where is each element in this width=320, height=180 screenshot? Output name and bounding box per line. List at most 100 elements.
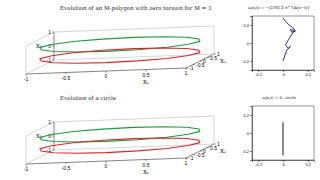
- y-tick: 0.2: [243, 23, 252, 28]
- y-tick-label: -0.2: [242, 59, 250, 64]
- y-tick-label: 1: [217, 51, 220, 57]
- y-tick: [193, 154, 195, 155]
- line: [283, 122, 284, 155]
- box-edge: [26, 46, 27, 74]
- y-tick: [207, 147, 209, 148]
- box-edge: [214, 26, 215, 54]
- z-tick: [52, 122, 54, 123]
- x-axis: -0.2 0 0.2: [253, 160, 315, 167]
- y-tick: [214, 144, 216, 145]
- y-tick: [193, 64, 195, 65]
- y-tick-label: 0: [203, 58, 206, 64]
- title: ω(s,t) = −(2/M) Σ e^{ik(s−t)}: [248, 5, 310, 10]
- z-tick-label: 1: [48, 119, 51, 125]
- y-tick: 0: [247, 41, 252, 46]
- x-tick-label: -0.5: [62, 75, 71, 81]
- figure: -1-0.500.51-1-0.500.51-101X₁X₂X₃Evolutio…: [0, 0, 320, 180]
- z-tick: [52, 150, 54, 151]
- z-tick: [52, 60, 54, 61]
- y-tick: -0.2: [242, 59, 252, 64]
- z-axis-label: X₃: [36, 133, 42, 139]
- plot-2d: -0.2 0 0.2 -0.2 0 0.2: [242, 106, 314, 167]
- x-tick: 0.2: [306, 160, 312, 167]
- y-tick-label: -1: [189, 155, 194, 161]
- y-tick: [200, 151, 202, 152]
- x-tick-label: 0: [105, 73, 108, 79]
- y-tick-label: 0.2: [243, 23, 249, 28]
- z-tick: [52, 46, 54, 47]
- plot-3d: -1-0.500.51-1-0.500.51-101X₁X₂X₃: [24, 116, 226, 175]
- z-axis-label: X₃: [36, 43, 42, 49]
- x-tick-label: 1: [185, 160, 188, 166]
- y-tick-label: 0.2: [243, 113, 249, 118]
- z-tick-label: 1: [48, 29, 51, 35]
- y-axis: -0.2 0 0.2: [242, 17, 252, 71]
- y-tick-label: 0: [247, 41, 250, 46]
- x-tick-label: -0.2: [255, 162, 263, 167]
- y-tick: [200, 61, 202, 62]
- x-tick-label: -0.5: [62, 165, 71, 171]
- y-tick-mark: [250, 133, 252, 134]
- y-tick: 0: [247, 131, 252, 136]
- x-axis-label: X₁: [143, 169, 149, 175]
- y-tick: [214, 54, 216, 55]
- curve-3d: [40, 48, 200, 63]
- plot-frame: [252, 106, 314, 160]
- x-tick: 0: [282, 160, 285, 167]
- box-edge: [54, 116, 214, 122]
- x-tick-label: 1: [185, 70, 188, 76]
- y-axis-label: X₂: [220, 148, 226, 154]
- series-group: [40, 37, 200, 63]
- y-tick: 0.2: [243, 113, 252, 118]
- y-tick-mark: [250, 43, 252, 44]
- y-tick: [207, 57, 209, 58]
- y-tick-label: -0.2: [242, 149, 250, 154]
- x-tick: 0: [282, 70, 285, 77]
- plot-2d: -0.2 0 0.2 -0.2 0 0.2: [242, 16, 314, 77]
- y-tick-label: 0: [247, 131, 250, 136]
- x-tick-label: -0.2: [255, 72, 263, 77]
- title: Evolution of an M-polygon with zero tors…: [60, 5, 212, 12]
- box-edge: [214, 116, 215, 144]
- x-tick: -0.2: [255, 70, 263, 77]
- y-tick-mark: [250, 151, 252, 152]
- y-tick-label: 1: [217, 141, 220, 147]
- title: ω(s,t) = 0, circle: [262, 95, 296, 100]
- z-tick: [52, 136, 54, 137]
- series-group: [40, 127, 200, 153]
- line: [283, 18, 295, 61]
- x-tick-label: 0.2: [306, 72, 312, 77]
- plot-frame: [252, 16, 314, 70]
- y-tick-label: -1: [189, 65, 194, 71]
- series-group: [283, 122, 284, 155]
- y-axis-label: X₂: [220, 58, 226, 64]
- x-tick-label: 0.2: [306, 162, 312, 167]
- series-group: [283, 18, 295, 61]
- x-tick-label: 0: [282, 162, 285, 167]
- z-tick-label: 0: [48, 43, 51, 49]
- y-axis-line: [250, 17, 253, 71]
- x-tick-label: 0: [105, 163, 108, 169]
- x-tick-label: -1: [24, 166, 29, 172]
- curve-3d: [40, 138, 200, 153]
- y-tick: [186, 158, 188, 159]
- y-tick: -0.2: [242, 149, 252, 154]
- x-tick-label: -1: [24, 76, 29, 82]
- x-tick-label: 0: [282, 72, 285, 77]
- y-axis: -0.2 0 0.2: [242, 107, 252, 161]
- box-edge: [54, 26, 214, 32]
- plot-3d: -1-0.500.51-1-0.500.51-101X₁X₂X₃: [24, 26, 226, 85]
- y-tick-mark: [250, 115, 252, 116]
- z-tick-label: 0: [48, 133, 51, 139]
- y-tick: [186, 68, 188, 69]
- box-edge: [26, 136, 27, 164]
- y-tick-mark: [250, 61, 252, 62]
- x-tick-label: 0.5: [143, 72, 150, 78]
- title: Evolution of a circle: [60, 95, 116, 101]
- y-tick-mark: [250, 25, 252, 26]
- x-tick-label: 0.5: [143, 162, 150, 168]
- x-axis-label: X₁: [143, 79, 149, 85]
- x-axis: -0.2 0 0.2: [253, 70, 315, 77]
- x-tick: 0.2: [306, 70, 312, 77]
- y-tick-label: 0: [203, 148, 206, 154]
